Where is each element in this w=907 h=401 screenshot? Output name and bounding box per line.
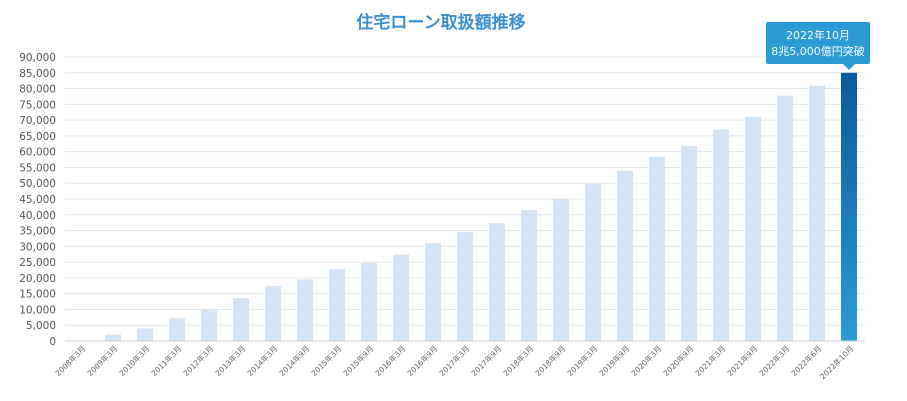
x-tick-label: 2010年3月: [117, 343, 152, 378]
bar: [809, 85, 825, 342]
y-tick-label: 60,000: [19, 147, 56, 159]
y-tick-label: 10,000: [19, 304, 56, 316]
y-tick-label: 45,000: [19, 194, 56, 206]
bar: [745, 116, 761, 341]
callout-box: [766, 22, 870, 64]
callout-date: 2022年10月: [786, 28, 850, 42]
bar: [681, 145, 697, 341]
bar: [457, 231, 473, 341]
callout-pointer: [843, 64, 855, 70]
y-axis-ticks: 0 5,000 10,000 15,000 20,000 25,000 30,000 35,0…: [19, 52, 56, 348]
bar: [393, 254, 409, 341]
x-tick-label: 2013年3月: [213, 343, 248, 378]
bar: [489, 222, 505, 341]
bar: [105, 334, 121, 341]
bar: [553, 199, 569, 341]
x-axis-ticks: 2008年3月2009年3月2010年3月2011年3月2012年3月2013年…: [53, 343, 856, 381]
bar: [233, 298, 249, 341]
y-tick-label: 25,000: [19, 257, 56, 269]
y-tick-label: 5,000: [26, 320, 56, 332]
y-tick-label: 30,000: [19, 241, 56, 253]
x-tick-label: 2021年3月: [693, 343, 728, 378]
bar-highlight: [841, 72, 857, 342]
x-tick-label: 2008年3月: [53, 343, 88, 378]
x-tick-label: 2020年3月: [629, 343, 664, 378]
x-tick-label: 2018年3月: [501, 343, 536, 378]
highlight-callout: 2022年10月 8兆5,000億円突破: [766, 22, 870, 70]
y-tick-label: 20,000: [19, 273, 56, 285]
x-tick-label: 2011年3月: [149, 343, 184, 378]
x-tick-label: 2016年3月: [373, 343, 408, 378]
bar: [265, 286, 281, 341]
x-tick-label: 2022年10月: [817, 343, 855, 381]
y-tick-label: 50,000: [19, 178, 56, 190]
x-tick-label: 2019年9月: [597, 343, 632, 378]
chart-title: 住宅ローン取扱額推移: [356, 12, 525, 33]
bar: [137, 328, 153, 341]
x-tick-label: 2017年9月: [469, 343, 504, 378]
x-tick-label: 2018年9月: [533, 343, 568, 378]
bar: [777, 95, 793, 342]
x-tick-label: 2012年3月: [181, 343, 216, 378]
bar: [425, 243, 441, 341]
bar: [713, 129, 729, 341]
bar: [521, 210, 537, 341]
grid-lines: [65, 56, 865, 326]
y-tick-label: 80,000: [19, 84, 56, 96]
y-tick-label: 15,000: [19, 289, 56, 301]
callout-amount: 8兆5,000億円突破: [771, 44, 865, 58]
y-tick-label: 85,000: [19, 68, 56, 80]
x-tick-label: 2021年9月: [725, 343, 760, 378]
x-tick-label: 2017年3月: [437, 343, 472, 378]
bar: [361, 262, 377, 341]
x-tick-label: 2022年6月: [789, 343, 824, 378]
x-tick-label: 2015年3月: [309, 343, 344, 378]
x-tick-label: 2014年3月: [245, 343, 280, 378]
y-tick-label: 65,000: [19, 131, 56, 143]
x-tick-label: 2019年3月: [565, 343, 600, 378]
y-tick-label: 70,000: [19, 115, 56, 127]
bar: [169, 318, 185, 341]
bar: [201, 309, 217, 341]
y-tick-label: 40,000: [19, 210, 56, 222]
x-tick-label: 2015年9月: [341, 343, 376, 378]
y-tick-label: 55,000: [19, 162, 56, 174]
x-tick-label: 2009年3月: [85, 343, 120, 378]
bar: [617, 170, 633, 341]
y-tick-label: 90,000: [19, 52, 56, 64]
x-tick-label: 2014年9月: [277, 343, 312, 378]
x-tick-label: 2016年9月: [405, 343, 440, 378]
y-tick-label: 75,000: [19, 99, 56, 111]
y-tick-label: 0: [49, 336, 56, 348]
bar: [297, 279, 313, 341]
x-tick-label: 2022年3月: [757, 343, 792, 378]
bars: [105, 72, 857, 342]
x-tick-label: 2020年9月: [661, 343, 696, 378]
bar: [329, 269, 345, 341]
bar: [585, 184, 601, 341]
y-tick-label: 35,000: [19, 226, 56, 238]
bar: [649, 156, 665, 341]
